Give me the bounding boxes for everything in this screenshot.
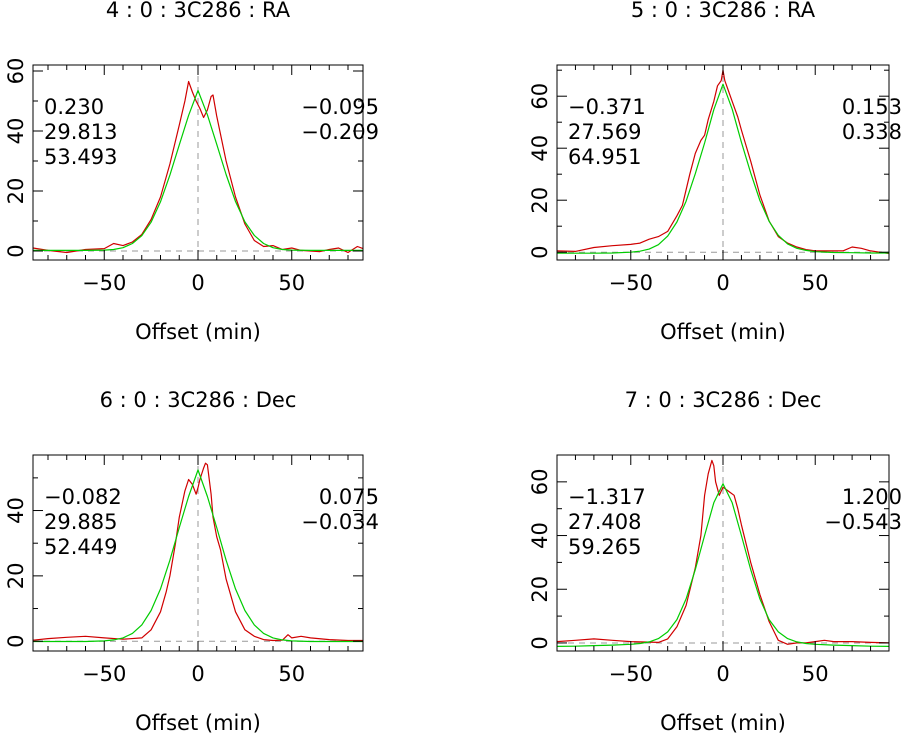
chart-title: 5 : 0 : 3C286 : RA xyxy=(631,0,816,22)
fit-parameter-right: −0.095 xyxy=(301,95,379,119)
x-tick-label: 0 xyxy=(716,662,729,686)
fit-parameter-right: 0.075 xyxy=(319,485,379,509)
fit-parameter-left: −1.317 xyxy=(568,485,646,509)
y-tick-label: 40 xyxy=(4,497,28,524)
data-series-line xyxy=(32,462,363,642)
x-tick-label: −50 xyxy=(82,662,126,686)
y-tick-label: 0 xyxy=(528,246,552,259)
x-tick-label: −50 xyxy=(82,271,126,295)
fit-parameter-left: 0.230 xyxy=(44,95,104,119)
chart-title: 7 : 0 : 3C286 : Dec xyxy=(625,388,822,412)
x-tick-label: 0 xyxy=(716,271,729,295)
chart-title: 4 : 0 : 3C286 : RA xyxy=(106,0,291,22)
panel-2: −50 0 50 0 20 40 60 5 : 0 : 3C286 : RA Offset (m… xyxy=(528,0,902,344)
fit-parameter-left: 29.885 xyxy=(44,510,117,534)
fit-series-line xyxy=(33,89,363,251)
y-tick-label: 0 xyxy=(4,635,28,648)
panel-4: −50 0 50 0 20 40 60 7 : 0 : 3C286 : Dec Offset (… xyxy=(528,388,902,735)
x-axis-label: Offset (min) xyxy=(660,320,786,344)
fit-parameter-left: 59.265 xyxy=(568,535,641,559)
y-tick-label: 0 xyxy=(528,636,552,649)
y-tick-label: 60 xyxy=(528,468,552,495)
x-axis-label: Offset (min) xyxy=(135,711,261,735)
fit-series-line xyxy=(33,469,363,643)
fit-parameter-left: 29.813 xyxy=(44,120,117,144)
x-tick-label: 50 xyxy=(278,271,305,295)
fit-parameter-left: −0.082 xyxy=(44,485,122,509)
x-tick-label: 0 xyxy=(191,662,204,686)
x-tick-label: −50 xyxy=(609,662,653,686)
fit-parameter-right: −0.034 xyxy=(301,510,379,534)
y-tick-label: 60 xyxy=(528,83,552,110)
x-tick-label: 50 xyxy=(802,662,829,686)
chart-title: 6 : 0 : 3C286 : Dec xyxy=(100,388,297,412)
panel-3: −50 0 50 0 20 40 6 : 0 : 3C286 : Dec Offset (mi… xyxy=(4,388,379,735)
y-tick-label: 40 xyxy=(4,118,28,145)
x-axis-label: Offset (min) xyxy=(135,320,261,344)
fit-series-line xyxy=(557,83,889,254)
fit-parameter-left: 27.569 xyxy=(568,120,641,144)
y-tick-label: 20 xyxy=(4,178,28,205)
data-series-line xyxy=(556,69,890,255)
fit-parameter-right: 0.153 xyxy=(842,95,902,119)
fit-parameter-left: 27.408 xyxy=(568,510,641,534)
fit-parameter-left: 53.493 xyxy=(44,145,117,169)
fit-parameter-right: 0.338 xyxy=(842,120,902,144)
fit-parameter-left: 64.951 xyxy=(568,145,641,169)
y-tick-label: 20 xyxy=(528,576,552,603)
x-tick-label: 50 xyxy=(802,271,829,295)
fit-parameter-left: −0.371 xyxy=(568,95,646,119)
x-axis-label: Offset (min) xyxy=(660,711,786,735)
y-tick-label: 40 xyxy=(528,135,552,162)
fit-parameter-left: 52.449 xyxy=(44,535,117,559)
fit-series-line xyxy=(556,483,890,647)
panel-1: −50 0 50 0 20 40 60 4 : 0 : 3C286 : RA Offset (m… xyxy=(4,0,379,344)
fit-parameter-right: −0.209 xyxy=(301,120,379,144)
y-tick-label: 0 xyxy=(4,244,28,257)
y-tick-label: 20 xyxy=(4,562,28,589)
y-tick-label: 40 xyxy=(528,522,552,549)
x-tick-label: 0 xyxy=(191,271,204,295)
fit-parameter-right: 1.200 xyxy=(842,485,902,509)
fit-parameter-right: −0.543 xyxy=(824,510,902,534)
x-tick-label: 50 xyxy=(278,662,305,686)
y-tick-label: 20 xyxy=(528,187,552,214)
y-tick-label: 60 xyxy=(4,58,28,85)
x-tick-label: −50 xyxy=(609,271,653,295)
